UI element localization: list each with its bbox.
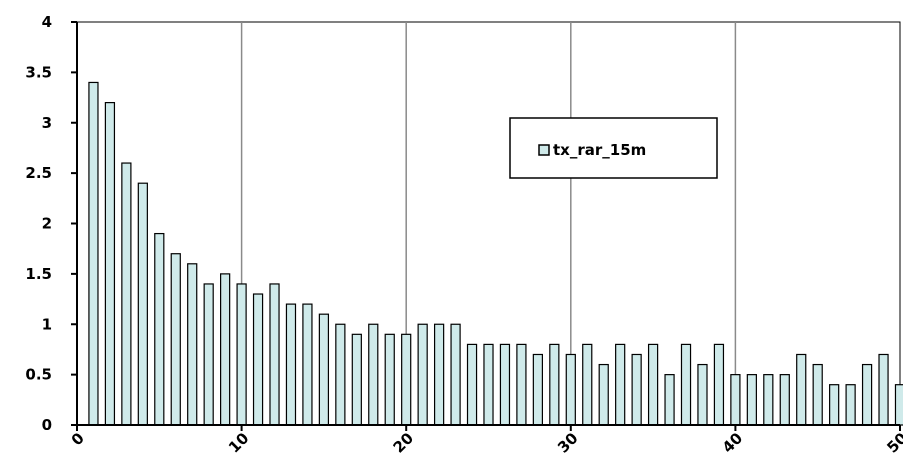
y-tick-label: 1.5 bbox=[25, 265, 52, 283]
y-tick-label: 1 bbox=[42, 315, 52, 333]
bar bbox=[154, 232, 165, 426]
bar bbox=[187, 263, 198, 426]
bar bbox=[236, 283, 247, 426]
bar bbox=[121, 162, 132, 426]
bar bbox=[450, 323, 461, 426]
legend-swatch bbox=[538, 144, 550, 156]
bar bbox=[664, 374, 675, 426]
bar bbox=[713, 343, 725, 426]
bar bbox=[812, 363, 823, 426]
bar bbox=[368, 323, 379, 426]
bar bbox=[137, 182, 148, 426]
bar bbox=[269, 283, 280, 426]
y-tick-label: 2 bbox=[42, 215, 52, 233]
bar bbox=[779, 374, 790, 426]
x-tick-label: 50 bbox=[883, 429, 903, 456]
bar bbox=[401, 333, 412, 426]
legend-label: tx_rar_15m bbox=[553, 141, 646, 159]
bar bbox=[680, 343, 692, 426]
bar bbox=[763, 374, 774, 426]
x-tick-label: 30 bbox=[554, 429, 581, 456]
bar bbox=[532, 353, 543, 426]
bar bbox=[203, 283, 214, 426]
bar bbox=[335, 323, 346, 426]
bar bbox=[565, 353, 576, 426]
bar bbox=[170, 253, 181, 426]
bar bbox=[88, 81, 99, 426]
bar bbox=[302, 303, 313, 426]
bar bbox=[598, 363, 609, 426]
y-tick-label: 0.5 bbox=[25, 366, 52, 384]
bar bbox=[483, 343, 494, 426]
bar bbox=[894, 384, 903, 426]
bar bbox=[433, 323, 445, 426]
bar bbox=[615, 343, 626, 426]
bar bbox=[861, 363, 873, 426]
bar bbox=[878, 353, 889, 426]
bar bbox=[417, 323, 428, 426]
bar bbox=[516, 343, 527, 426]
bar bbox=[499, 343, 511, 426]
bar bbox=[220, 273, 231, 426]
legend: tx_rar_15m bbox=[509, 117, 718, 179]
bar bbox=[829, 384, 840, 426]
x-tick-label: 40 bbox=[719, 429, 746, 456]
x-tick-label: 0 bbox=[68, 429, 88, 449]
bar bbox=[549, 343, 560, 426]
bar bbox=[384, 333, 395, 426]
bar bbox=[845, 384, 856, 426]
bar bbox=[746, 374, 757, 426]
y-tick-label: 0 bbox=[42, 416, 52, 434]
x-tick-label: 20 bbox=[390, 429, 417, 456]
y-tick-label: 2.5 bbox=[25, 164, 52, 182]
bars bbox=[88, 81, 903, 426]
bar bbox=[351, 333, 362, 426]
bar bbox=[730, 374, 741, 426]
bar bbox=[582, 343, 593, 426]
bar bbox=[318, 313, 330, 426]
y-tick-label: 3 bbox=[42, 114, 52, 132]
bar bbox=[697, 363, 708, 426]
bar bbox=[796, 353, 807, 426]
y-tick-label: 4 bbox=[42, 13, 52, 31]
bar bbox=[285, 303, 297, 426]
x-tick-label: 10 bbox=[225, 429, 252, 456]
bar bbox=[631, 353, 642, 426]
bar bbox=[104, 101, 116, 426]
bar bbox=[466, 343, 478, 426]
bar bbox=[252, 293, 264, 426]
y-tick-label: 3.5 bbox=[25, 63, 52, 81]
bar bbox=[647, 343, 659, 426]
